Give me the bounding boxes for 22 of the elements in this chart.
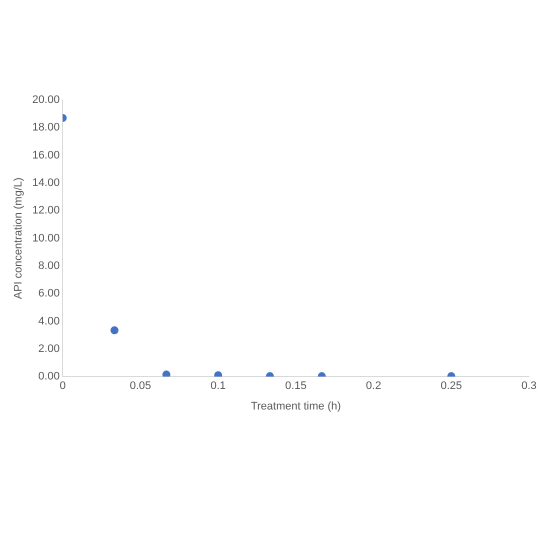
- x-tick-label: 0: [60, 380, 66, 392]
- point: [110, 326, 118, 334]
- y-tick-label: 20.00: [32, 94, 60, 106]
- y-tick-label: 4.00: [38, 315, 60, 328]
- y-tick-label: 18.00: [32, 122, 60, 134]
- x-tick-label: 0.1: [210, 380, 226, 392]
- y-tick-label: 6.00: [38, 288, 60, 300]
- y-tick-label: 16.00: [32, 149, 60, 162]
- x-tick-label: 0.2: [366, 380, 382, 392]
- x-tick-label: 0.25: [440, 380, 462, 392]
- point: [162, 370, 170, 377]
- x-tick-label: 0.15: [285, 380, 307, 392]
- y-tick-label: 0.00: [38, 370, 60, 383]
- y-tick-label: 10.00: [32, 232, 60, 244]
- y-tick-label: 12.00: [32, 204, 60, 217]
- y-tick-label: 8.00: [38, 260, 60, 272]
- x-axis-title: Treatment time (h): [250, 400, 341, 412]
- x-tick-label: 0.05: [130, 380, 152, 392]
- x-tick-label: 0.3: [521, 380, 537, 392]
- y-tick-label: 14.00: [32, 177, 60, 190]
- y-axis-title: API concentration (mg/L): [12, 177, 25, 300]
- y-tick-label: 2.00: [38, 342, 60, 355]
